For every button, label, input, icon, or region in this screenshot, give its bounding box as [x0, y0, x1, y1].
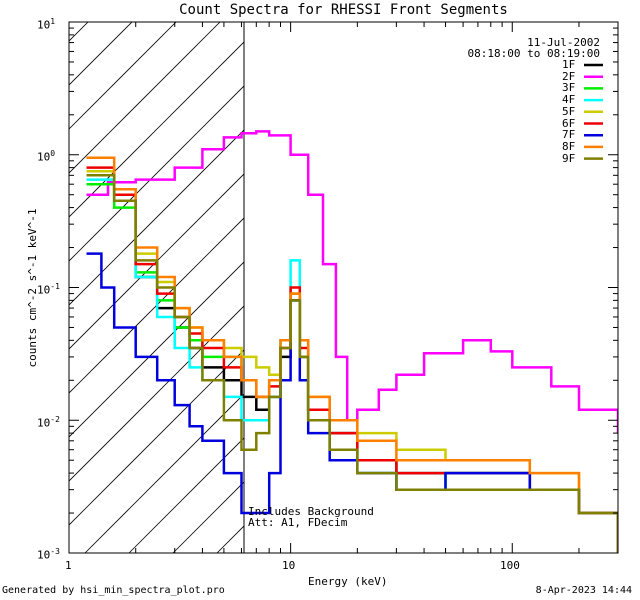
- y-tick-exp: -3: [50, 547, 60, 556]
- hatch-line: [481, 0, 640, 553]
- chart-title: Count Spectra for RHESSI Front Segments: [179, 2, 508, 18]
- hatch-line: [569, 0, 640, 553]
- hatch-line: [69, 217, 244, 394]
- legend-label-7f: 7F: [562, 128, 576, 142]
- legend-label-8f: 8F: [562, 139, 576, 153]
- legend-label-1f: 1F: [562, 58, 576, 71]
- hatch-line: [69, 305, 244, 482]
- y-tick-exp: 0: [50, 149, 56, 158]
- x-axis-label: Energy (keV): [308, 575, 388, 588]
- hatch-line: [261, 0, 640, 553]
- hatch-line: [69, 41, 244, 218]
- axis-ticks: [68, 21, 619, 554]
- y-tick-label: 101: [37, 17, 56, 32]
- series-9f-line: [86, 174, 618, 553]
- series-7f-line: [86, 252, 618, 553]
- legend-label-3f: 3F: [562, 81, 576, 95]
- hatch-line: [393, 0, 640, 553]
- hatch-line: [128, 437, 244, 553]
- legend-swatches: [584, 63, 603, 160]
- y-tick-label: 10-1: [37, 282, 60, 297]
- date-label: 11-Jul-2002: [527, 36, 600, 49]
- series-6f-line: [86, 166, 618, 553]
- annotation-background: Includes Background: [248, 505, 374, 518]
- y-tick-exp: -1: [50, 282, 60, 291]
- x-tick-label: 10: [282, 559, 296, 572]
- hatch-line: [613, 0, 640, 553]
- x-tick-label: 100: [500, 559, 520, 572]
- y-axis-label: counts cm^-2 s^-1 keV^-1: [26, 208, 39, 368]
- series-8f-line: [86, 156, 618, 553]
- y-tick-label: 10-3: [37, 547, 60, 562]
- hatch-line: [69, 349, 244, 526]
- time-range-label: 08:18:00 to 08:19:00: [467, 47, 600, 60]
- legend-label-2f: 2F: [562, 69, 576, 83]
- excluded-energy-region: [0, 0, 640, 553]
- series-2f-line: [86, 130, 618, 434]
- y-tick-exp: 1: [50, 17, 56, 26]
- hatch-line: [69, 22, 89, 42]
- annotation-attenuator: Att: A1, FDecim: [248, 516, 348, 529]
- legend-label-5f: 5F: [562, 104, 576, 118]
- series-5f-line: [86, 170, 618, 553]
- hatch-line: [84, 393, 244, 553]
- y-tick-exp: -2: [50, 415, 60, 424]
- footer-generated-by: Generated by hsi_min_spectra_plot.pro: [2, 585, 225, 596]
- hatch-line: [0, 0, 29, 553]
- hatch-line: [69, 129, 244, 306]
- y-tick-label: 10-2: [37, 415, 60, 430]
- hatch-line: [69, 261, 244, 438]
- legend-label-4f: 4F: [562, 93, 576, 107]
- legend-label-9f: 9F: [562, 151, 576, 165]
- footer-timestamp: 8-Apr-2023 14:44: [535, 585, 632, 596]
- hatch-line: [349, 0, 640, 553]
- hatch-line: [437, 0, 640, 553]
- legend-label-6f: 6F: [562, 116, 576, 130]
- hatch-line: [69, 22, 177, 130]
- y-tick-label: 100: [37, 149, 56, 164]
- hatch-line: [69, 22, 221, 174]
- x-tick-label: 1: [65, 559, 72, 572]
- hatch-line: [525, 0, 640, 553]
- hatch-line: [305, 0, 640, 553]
